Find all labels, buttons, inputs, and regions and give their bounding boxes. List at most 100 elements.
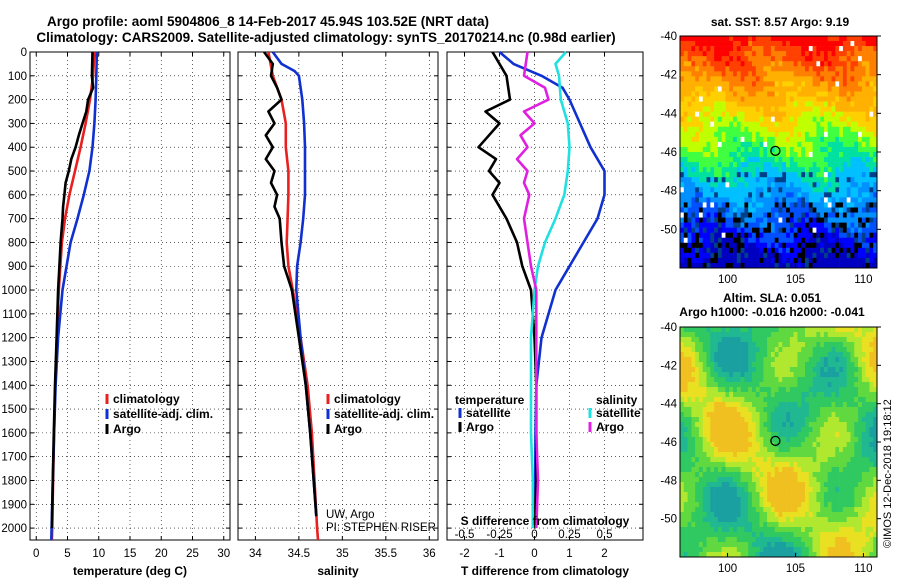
- map-cell: [748, 522, 752, 527]
- map-cell: [847, 41, 851, 46]
- map-x-tick-label: 100: [718, 274, 737, 286]
- map-cell: [832, 142, 836, 147]
- y-tick-label: 1300: [1, 356, 27, 368]
- map-cell: [832, 392, 836, 397]
- map-cell: [688, 457, 692, 462]
- map-cell: [820, 147, 824, 152]
- map-cell: [767, 457, 771, 462]
- map-cell: [839, 447, 843, 452]
- map-cell: [703, 357, 707, 362]
- map-cell: [779, 492, 783, 497]
- map-cell: [869, 347, 873, 352]
- map-cell: [722, 202, 726, 207]
- map-cell: [786, 397, 790, 402]
- map-cell: [839, 392, 843, 397]
- map-cell: [794, 36, 798, 41]
- map-cell: [835, 91, 839, 96]
- map-cell: [737, 192, 741, 197]
- map-cell: [816, 142, 820, 147]
- map-cell: [835, 442, 839, 447]
- map-cell: [691, 162, 695, 167]
- map-cell: [699, 207, 703, 212]
- map-cell: [862, 207, 866, 212]
- map-cell: [835, 402, 839, 407]
- map-cell: [699, 228, 703, 233]
- map-cell: [866, 417, 870, 422]
- map-cell: [760, 167, 764, 172]
- map-cell: [710, 382, 714, 387]
- map-cell: [820, 492, 824, 497]
- map-cell: [733, 502, 737, 507]
- map-cell: [801, 532, 805, 537]
- map-cell: [767, 243, 771, 248]
- map-cell: [775, 357, 779, 362]
- map-cell: [797, 327, 801, 332]
- map-cell: [854, 107, 858, 112]
- map-cell: [771, 213, 775, 218]
- map-cell: [756, 36, 760, 41]
- map-cell: [805, 352, 809, 357]
- map-cell: [763, 76, 767, 81]
- map-cell: [752, 243, 756, 248]
- map-cell: [722, 81, 726, 86]
- map-cell: [820, 472, 824, 477]
- map-cell: [710, 61, 714, 66]
- map-cell: [854, 362, 858, 367]
- map-cell: [805, 117, 809, 122]
- map-cell: [703, 243, 707, 248]
- map-cell: [703, 76, 707, 81]
- map-cell: [703, 402, 707, 407]
- map-cell: [820, 233, 824, 238]
- map-cell: [816, 102, 820, 107]
- map-cell: [744, 197, 748, 202]
- map-cell: [741, 357, 745, 362]
- map-cell: [813, 402, 817, 407]
- map-cell: [691, 66, 695, 71]
- map-cell: [824, 362, 828, 367]
- map-cell: [775, 182, 779, 187]
- map-cell: [714, 102, 718, 107]
- map-cell: [816, 207, 820, 212]
- map-cell: [695, 258, 699, 263]
- map-cell: [854, 243, 858, 248]
- map-cell: [847, 117, 851, 122]
- map-cell: [779, 467, 783, 472]
- map-cell: [835, 117, 839, 122]
- map-cell: [782, 442, 786, 447]
- map-cell: [722, 228, 726, 233]
- map-cell: [688, 157, 692, 162]
- map-cell: [729, 412, 733, 417]
- map-cell: [862, 112, 866, 117]
- map-cell: [835, 51, 839, 56]
- map-cell: [786, 71, 790, 76]
- map-cell: [797, 352, 801, 357]
- map-cell: [820, 112, 824, 117]
- map-cell: [820, 387, 824, 392]
- legend-label: satellite-adj. clim.: [334, 407, 434, 421]
- map-cell: [820, 417, 824, 422]
- map-cell: [718, 258, 722, 263]
- map-cell: [847, 142, 851, 147]
- map-cell: [756, 407, 760, 412]
- map-cell: [801, 86, 805, 91]
- map-cell: [813, 462, 817, 467]
- map-cell: [733, 86, 737, 91]
- map-cell: [729, 243, 733, 248]
- map-cell: [699, 218, 703, 223]
- map-cell: [782, 187, 786, 192]
- map-cell: [771, 417, 775, 422]
- map-cell: [718, 407, 722, 412]
- map-cell: [703, 362, 707, 367]
- map-cell: [722, 432, 726, 437]
- map-cell: [828, 512, 832, 517]
- map-cell: [858, 342, 862, 347]
- map-cell: [722, 248, 726, 253]
- map-cell: [858, 66, 862, 71]
- map-cell: [809, 157, 813, 162]
- map-cell: [729, 86, 733, 91]
- map-cell: [771, 202, 775, 207]
- map-cell: [854, 51, 858, 56]
- map-cell: [843, 382, 847, 387]
- map-cell: [744, 162, 748, 167]
